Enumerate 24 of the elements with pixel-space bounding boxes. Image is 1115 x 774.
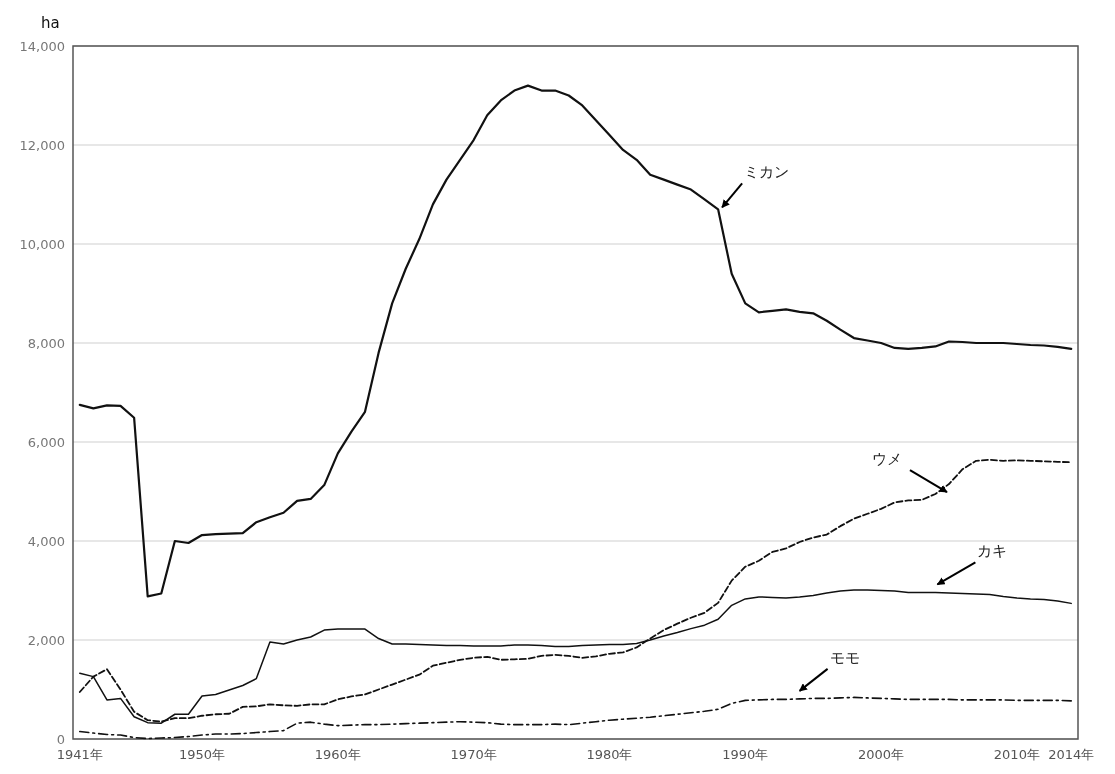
line-series — [78, 696, 1073, 740]
x-tick-label: 1990年 — [722, 747, 769, 762]
y-tick-label: 2,000 — [27, 632, 65, 648]
x-tick-label: 1960年 — [314, 747, 361, 762]
text: ミカン — [744, 163, 790, 182]
x-tick-label: 2014年 — [1048, 747, 1095, 762]
y-tick-label: 14,000 — [19, 38, 65, 54]
x-tick-label: 1980年 — [586, 747, 633, 762]
y-tick-label: 10,000 — [19, 236, 65, 252]
text: カキ — [977, 542, 1008, 561]
y-tick-label: 4,000 — [27, 533, 65, 549]
x-tick-label: 2000年 — [858, 747, 905, 762]
x-tick-label: 2010年 — [993, 747, 1040, 762]
x-tick-label: 1970年 — [450, 747, 497, 762]
text: ウメ — [871, 450, 902, 469]
x-tick-label: 1950年 — [178, 747, 226, 762]
y-tick-label: 0 — [56, 731, 65, 747]
y-tick-label: 12,000 — [19, 137, 65, 153]
x-tick-label: 1941年 — [56, 747, 103, 762]
y-tick-label: 8,000 — [27, 335, 65, 351]
text: モモ — [829, 648, 860, 667]
y-axis-title: ha — [41, 14, 60, 32]
y-tick-label: 6,000 — [27, 434, 65, 450]
line-series — [78, 84, 1073, 598]
